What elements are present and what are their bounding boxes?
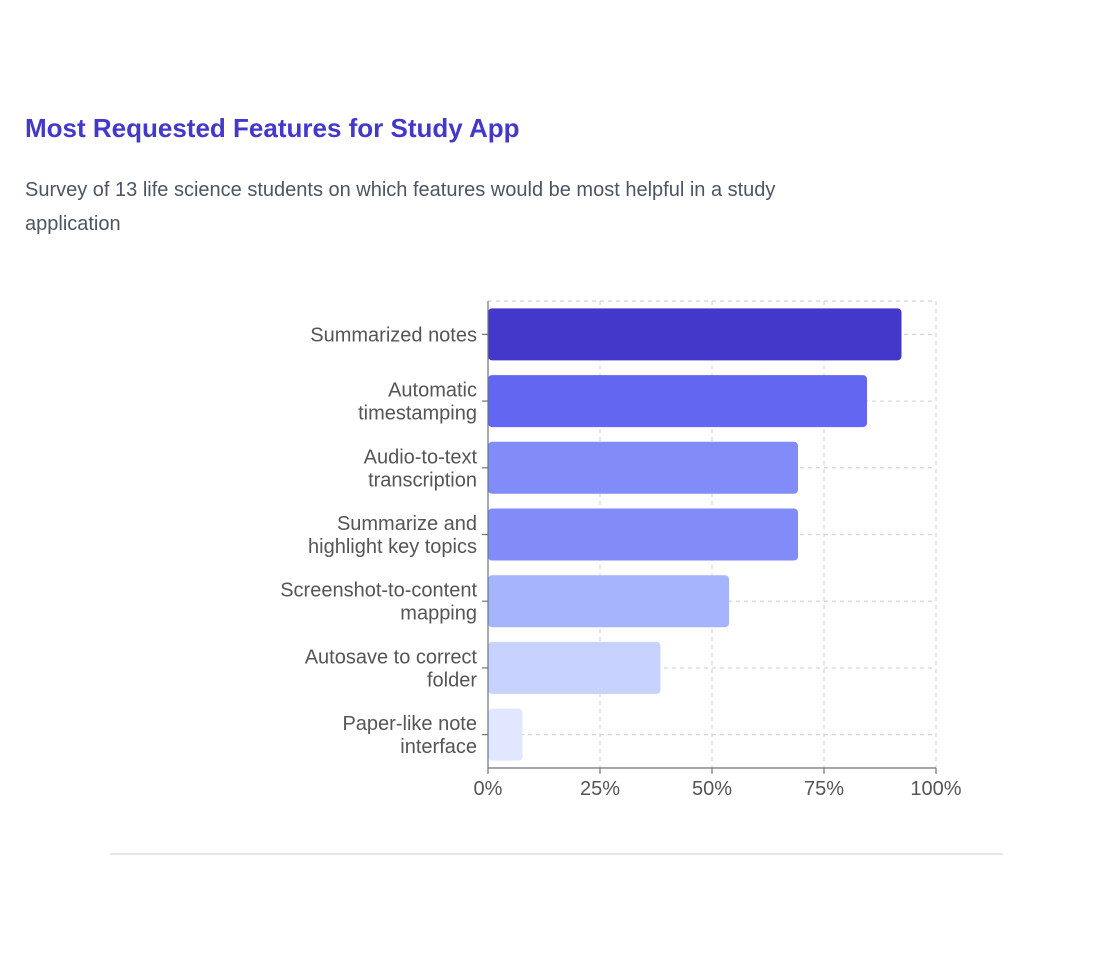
y-tick-label: Paper-like note [342,713,477,735]
x-tick-label: 75% [804,778,844,800]
bar-1 [488,308,902,361]
y-tick-label: Summarize and [337,513,477,535]
bar-6 [488,641,661,694]
x-tick-label: 25% [580,778,620,800]
bar-7 [488,708,523,761]
x-tick-label: 0% [474,778,503,800]
y-tick-label: Automatic [388,380,477,402]
y-tick-label: folder [427,669,477,691]
y-tick-label: Summarized notes [310,324,477,346]
bar-4 [488,508,799,561]
y-tick-label: timestamping [358,403,477,425]
bar-3 [488,441,799,494]
bar-2 [488,375,868,428]
y-tick-label: Audio-to-text [364,446,478,468]
chart-subtitle: Survey of 13 life science students on wh… [25,179,776,235]
chart-title: Most Requested Features for Study App [25,113,520,143]
bar-5 [488,575,730,628]
y-tick-label: Autosave to correct [305,646,478,668]
y-tick-label: interface [400,736,477,758]
y-tick-label: highlight key topics [308,536,477,558]
x-tick-label: 100% [910,778,961,800]
chart-card [110,0,1003,855]
y-tick-label: transcription [368,469,477,491]
y-tick-label: mapping [400,603,477,625]
x-tick-label: 50% [692,778,732,800]
y-tick-label: Screenshot-to-content [280,580,477,602]
